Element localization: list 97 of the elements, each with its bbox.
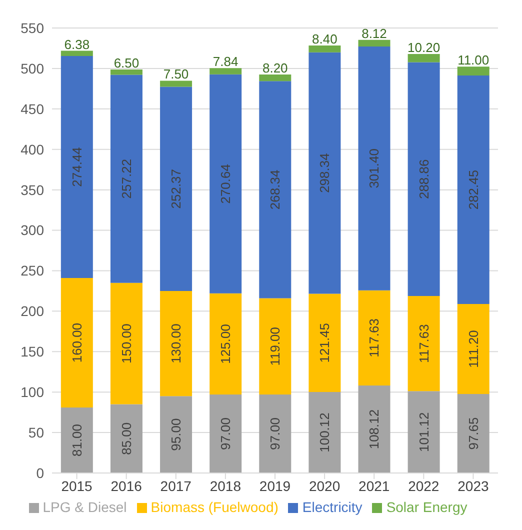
bar <box>60 407 93 473</box>
y-tick-label: 200 <box>20 303 44 320</box>
bar <box>457 304 490 394</box>
legend-label: Biomass (Fuelwood) <box>150 499 278 515</box>
x-tick-label: 2021 <box>358 478 390 494</box>
y-tick-label: 400 <box>20 141 44 158</box>
data-label: 7.50 <box>163 66 189 82</box>
data-label: 6.38 <box>64 36 90 52</box>
bar <box>160 396 192 473</box>
bar <box>60 56 93 278</box>
data-label: 274.44 <box>69 147 84 187</box>
data-label: 117.63 <box>366 318 382 358</box>
y-tick-label: 0 <box>36 464 44 481</box>
data-label: 119.00 <box>268 326 283 366</box>
x-tick-label: 2023 <box>458 478 490 494</box>
bar <box>457 394 490 473</box>
bar <box>160 86 192 291</box>
data-label: 8.40 <box>312 32 338 47</box>
bar <box>160 80 192 87</box>
data-label: 111.20 <box>466 330 481 368</box>
x-tick-label: 2020 <box>308 478 340 494</box>
bar <box>210 394 242 473</box>
y-tick-label: 300 <box>20 222 44 238</box>
bar <box>259 394 292 473</box>
bar <box>308 52 341 294</box>
legend-label: Solar Energy <box>386 499 468 515</box>
data-label: 160.00 <box>69 322 84 363</box>
y-tick-label: 350 <box>20 182 44 198</box>
x-tick-label: 2018 <box>210 478 242 494</box>
bar <box>408 54 440 62</box>
bar <box>210 293 242 395</box>
bar <box>358 40 390 46</box>
bar <box>358 290 390 386</box>
y-tick-label: 500 <box>20 60 44 76</box>
x-tick-label: 2016 <box>110 478 142 494</box>
bar <box>408 296 440 392</box>
data-label: 130.00 <box>168 324 184 364</box>
data-label: 108.12 <box>366 409 382 450</box>
x-tick-label: 2015 <box>61 478 93 494</box>
legend-label: Electricity <box>302 499 362 515</box>
data-label: 100.12 <box>317 412 332 452</box>
bar <box>259 74 292 82</box>
bar <box>457 66 490 76</box>
data-label: 97.00 <box>268 417 283 450</box>
bar <box>308 294 341 392</box>
data-label: 270.64 <box>218 164 234 204</box>
bar <box>259 298 292 395</box>
data-label: 95.00 <box>168 418 184 451</box>
bar <box>358 46 390 290</box>
bar <box>308 46 341 52</box>
data-label: 6.50 <box>114 55 140 70</box>
data-label: 10.20 <box>408 40 440 56</box>
x-tick-label: 2022 <box>408 478 440 494</box>
data-label: 301.40 <box>366 148 382 188</box>
y-tick-label: 550 <box>20 20 44 36</box>
data-label: 121.45 <box>317 322 332 363</box>
data-label: 101.12 <box>416 412 432 452</box>
data-label: 268.34 <box>268 170 283 210</box>
x-tick-label: 2019 <box>259 478 291 494</box>
data-label: 85.00 <box>118 422 134 455</box>
data-label: 282.45 <box>466 170 481 210</box>
bar <box>60 50 93 56</box>
y-tick-label: 50 <box>28 424 44 441</box>
bar <box>259 81 292 298</box>
data-label: 81.00 <box>69 424 84 457</box>
bar <box>457 75 490 304</box>
y-tick-label: 250 <box>20 262 44 279</box>
data-label: 150.00 <box>118 324 134 364</box>
bar <box>408 391 440 473</box>
data-label: 252.37 <box>168 168 184 209</box>
bar <box>110 404 142 473</box>
data-label: 117.63 <box>416 324 432 363</box>
bar <box>210 68 242 74</box>
bar <box>110 282 142 404</box>
bar <box>408 62 440 296</box>
data-label: 125.00 <box>218 324 234 364</box>
data-label: 8.20 <box>262 60 288 76</box>
data-label: 97.65 <box>466 417 481 450</box>
data-label: 298.34 <box>317 153 332 193</box>
data-label: 97.00 <box>218 417 234 450</box>
y-tick-label: 450 <box>20 100 44 117</box>
bar <box>358 386 390 473</box>
data-label: 11.00 <box>458 52 490 68</box>
bar <box>110 74 142 283</box>
y-tick-label: 100 <box>20 384 44 400</box>
data-label: 7.84 <box>212 54 238 70</box>
bar <box>110 69 142 75</box>
bar <box>308 392 341 473</box>
x-tick-label: 2017 <box>160 478 192 494</box>
bar <box>160 290 192 396</box>
data-label: 288.86 <box>416 159 432 200</box>
y-tick-label: 150 <box>20 344 44 360</box>
data-label: 8.12 <box>362 26 387 41</box>
bar <box>60 278 93 408</box>
data-label: 257.22 <box>118 158 134 199</box>
bar <box>210 74 242 294</box>
legend-label: LPG & Diesel <box>42 499 127 515</box>
